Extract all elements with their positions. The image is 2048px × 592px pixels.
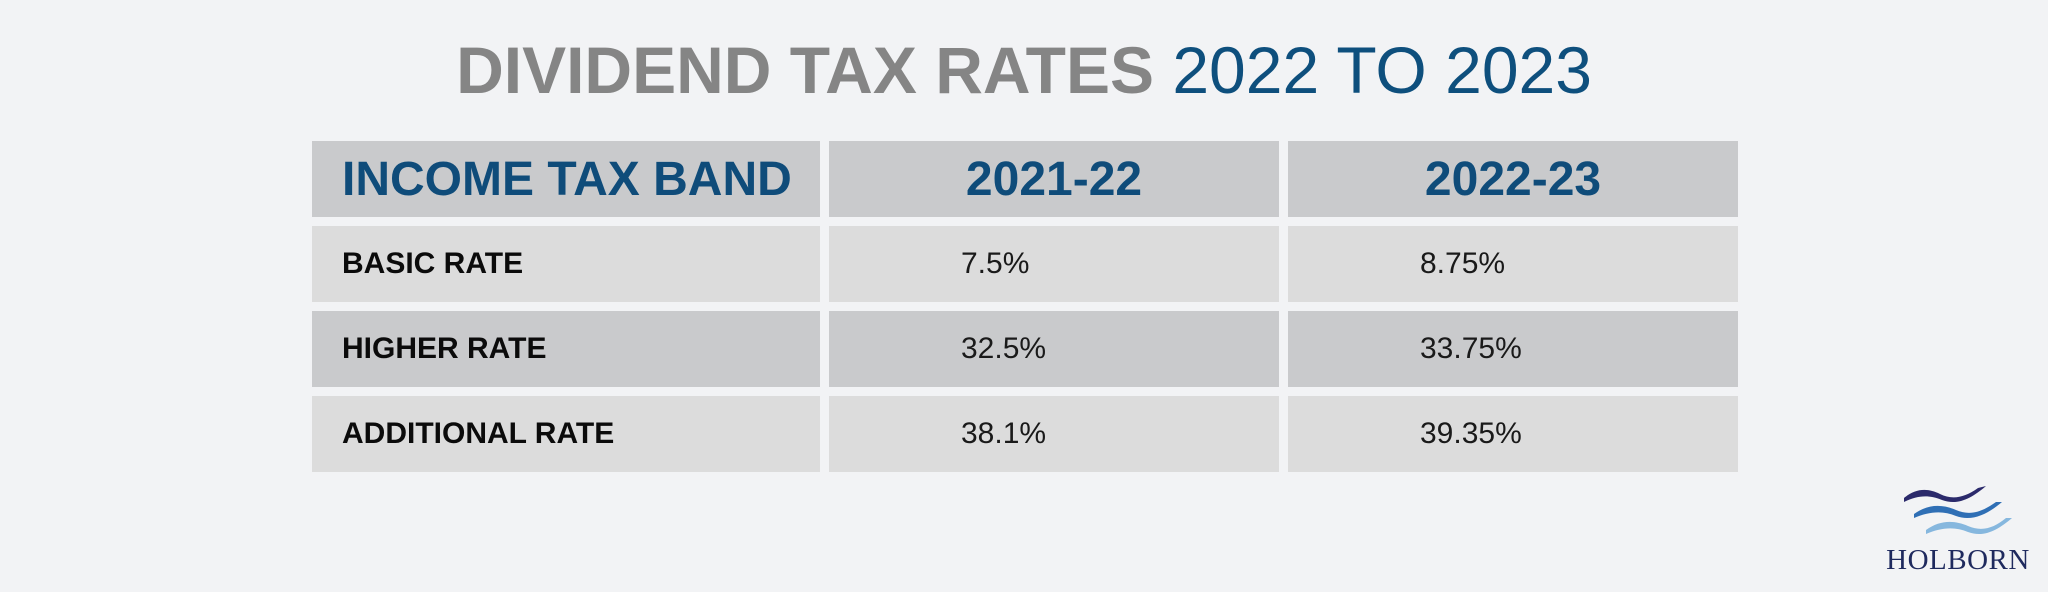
- title-light: 2022 TO 2023: [1172, 33, 1592, 107]
- header-income-tax-band: INCOME TAX BAND: [312, 141, 820, 217]
- basic-rate-2021-22: 7.5%: [829, 226, 1279, 302]
- higher-rate-2022-23: 33.75%: [1288, 311, 1738, 387]
- page-title: DIVIDEND TAX RATES 2022 TO 2023: [0, 30, 2048, 110]
- holborn-logo: HOLBORN: [1878, 482, 2038, 582]
- additional-rate-2021-22: 38.1%: [829, 396, 1279, 472]
- wave-bottom: [1926, 518, 2012, 535]
- basic-rate-2022-23: 8.75%: [1288, 226, 1738, 302]
- wave-top: [1904, 486, 1986, 503]
- row-label-higher-rate: HIGHER RATE: [312, 311, 820, 387]
- logo-text: HOLBORN: [1886, 544, 2030, 576]
- tax-rate-table: INCOME TAX BAND 2021-22 2022-23 BASIC RA…: [312, 141, 1738, 472]
- higher-rate-2021-22: 32.5%: [829, 311, 1279, 387]
- row-label-additional-rate: ADDITIONAL RATE: [312, 396, 820, 472]
- header-2021-22: 2021-22: [829, 141, 1279, 217]
- header-2022-23: 2022-23: [1288, 141, 1738, 217]
- additional-rate-2022-23: 39.35%: [1288, 396, 1738, 472]
- wave-middle: [1914, 502, 2002, 519]
- title-bold: DIVIDEND TAX RATES: [456, 33, 1154, 107]
- row-label-basic-rate: BASIC RATE: [312, 226, 820, 302]
- wave-icon: [1904, 486, 2012, 535]
